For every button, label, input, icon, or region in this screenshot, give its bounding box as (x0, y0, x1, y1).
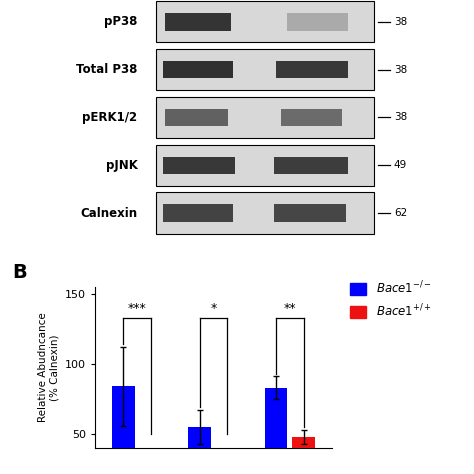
FancyBboxPatch shape (156, 145, 374, 186)
Text: pP38: pP38 (104, 15, 137, 28)
Text: *: * (210, 302, 217, 316)
Bar (163, 156, 235, 174)
Text: B: B (12, 263, 27, 282)
Text: **: ** (283, 302, 296, 316)
Text: Calnexin: Calnexin (80, 207, 137, 219)
Bar (281, 109, 342, 126)
Bar (188, 427, 211, 474)
Bar (287, 13, 348, 30)
Y-axis label: Relative Abudncance
(% Calnexin): Relative Abudncance (% Calnexin) (37, 312, 59, 422)
Text: pJNK: pJNK (106, 159, 137, 172)
Text: pERK1/2: pERK1/2 (82, 111, 137, 124)
Bar (163, 61, 233, 78)
Text: 62: 62 (394, 208, 407, 218)
FancyBboxPatch shape (156, 1, 374, 43)
Text: 38: 38 (394, 17, 407, 27)
Text: ***: *** (128, 302, 146, 316)
FancyBboxPatch shape (156, 192, 374, 234)
Bar (163, 204, 233, 222)
Bar (165, 13, 230, 30)
Text: 49: 49 (394, 160, 407, 170)
FancyBboxPatch shape (156, 97, 374, 138)
Bar (274, 204, 346, 222)
Bar (274, 156, 348, 174)
Bar (292, 437, 315, 474)
Bar (165, 109, 228, 126)
Legend: $\it{Bace1}^{-/-}$, $\it{Bace1}^{+/+}$: $\it{Bace1}^{-/-}$, $\it{Bace1}^{+/+}$ (349, 280, 431, 319)
Text: 38: 38 (394, 112, 407, 122)
FancyBboxPatch shape (156, 49, 374, 90)
Bar (276, 61, 348, 78)
Text: Total P38: Total P38 (76, 63, 137, 76)
Bar (111, 386, 135, 474)
Text: 38: 38 (394, 64, 407, 75)
Bar (264, 388, 287, 474)
